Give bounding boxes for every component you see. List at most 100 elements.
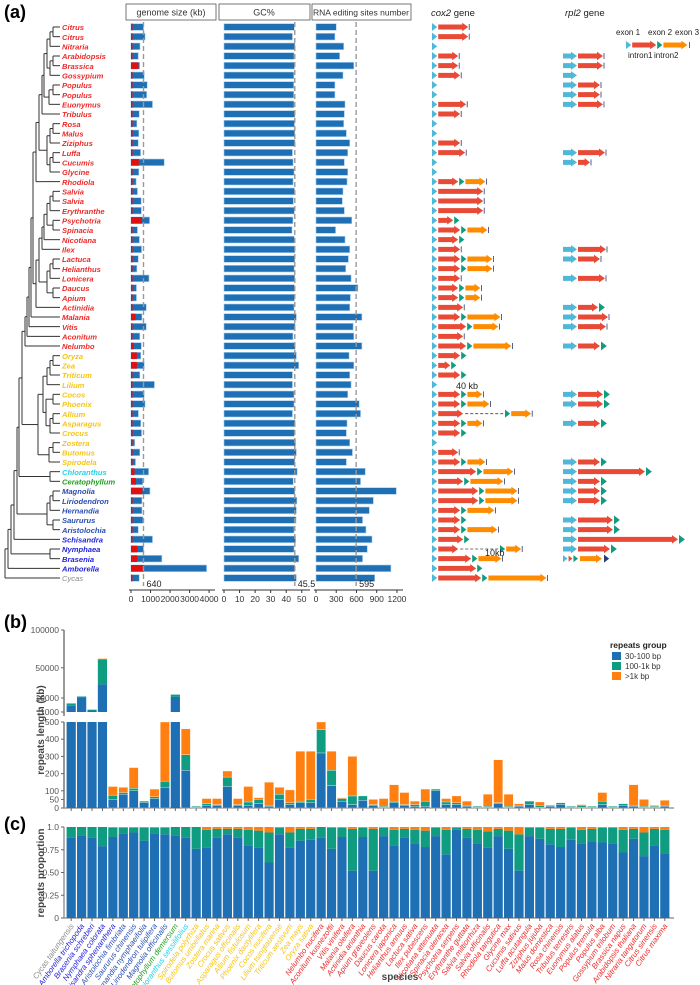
bar-rna — [315, 342, 363, 350]
intron-marker — [563, 486, 577, 496]
bar-gc — [223, 197, 294, 205]
exon2-arrow — [473, 341, 512, 351]
bar-red-segment — [131, 52, 133, 60]
proportion-bar-segment — [295, 828, 305, 841]
bar-rna — [315, 62, 355, 70]
intron-marker — [461, 226, 467, 234]
bar-gc — [223, 255, 296, 263]
proportion-bar-segment — [139, 827, 149, 841]
cox2-structure — [432, 138, 462, 148]
bar-rna — [315, 120, 344, 128]
bar-red-segment — [131, 217, 142, 224]
cox2-header: cox2 gene — [431, 8, 475, 19]
proportion-bar-segment — [347, 870, 357, 918]
intron-marker — [601, 496, 607, 506]
stacked-bar-segment — [451, 804, 462, 809]
exon1-arrow — [438, 32, 469, 41]
intron-marker — [432, 332, 438, 341]
reference-label: 45.5 — [298, 579, 316, 589]
intron-marker — [599, 302, 605, 312]
proportion-bar-segment — [212, 827, 222, 829]
intron-marker — [461, 429, 467, 437]
exon1-arrow — [438, 544, 459, 554]
rpl2-structure — [563, 525, 620, 535]
intron-marker — [432, 419, 438, 428]
proportion-bar-segment — [431, 836, 441, 918]
bar-rna — [315, 71, 344, 79]
proportion-bar-segment — [233, 827, 243, 829]
bar-gc — [223, 284, 295, 292]
bar-rna — [315, 294, 351, 302]
proportion-bar-segment — [264, 832, 274, 863]
species-label: Aconitum — [61, 333, 97, 342]
intron-marker — [563, 148, 577, 157]
intron-marker — [432, 119, 438, 128]
stacked-bar-segment — [243, 805, 253, 809]
gene-structures — [432, 22, 685, 583]
proportion-bar-segment — [535, 838, 545, 918]
exon2-arrow — [465, 293, 481, 302]
proportion-bar-segment — [358, 827, 368, 828]
bar-rna — [315, 535, 373, 543]
stacked-bar-segment — [222, 770, 233, 778]
stacked-bar-segment — [316, 752, 326, 809]
species-label: Lilium — [62, 381, 85, 390]
intron-marker — [563, 100, 577, 109]
exon1-arrow — [438, 496, 479, 505]
proportion-bar-segment — [431, 827, 441, 828]
proportion-bar-segment — [420, 847, 430, 918]
proportion-bar-segment — [97, 846, 108, 918]
proportion-bar-segment — [649, 827, 659, 829]
bar-red-segment — [131, 381, 133, 388]
proportion-bar-segment — [347, 828, 357, 871]
proportion-bar-segment — [97, 827, 108, 847]
exon1-arrow — [578, 544, 610, 554]
stacked-bar-segment — [149, 798, 160, 809]
gc-header: GC% — [253, 8, 275, 18]
exon1-arrow — [438, 448, 459, 457]
rpl2-structure — [563, 61, 605, 70]
y-tick-label: 50 — [50, 794, 60, 804]
intron-marker — [432, 284, 438, 292]
cox2-structure — [432, 428, 467, 438]
legend-item-gt1k: >1k bp — [625, 672, 650, 681]
panel-label-a: (a) — [4, 2, 26, 22]
species-label: Brasenia — [62, 555, 94, 564]
cox2-structure — [432, 486, 519, 496]
cox2-structure — [432, 216, 460, 225]
legend-intron2: intron2 — [654, 51, 679, 60]
proportion-bar-segment — [149, 833, 160, 918]
stacked-bar-segment — [305, 802, 316, 809]
bar-red-segment — [131, 362, 137, 369]
proportion-bar-segment — [556, 828, 566, 848]
proportion-bar-segment — [628, 828, 639, 839]
rpl2-structure — [563, 322, 608, 331]
stacked-bar-segment — [66, 722, 76, 808]
bar-rna — [315, 516, 363, 524]
exon1-arrow — [578, 496, 600, 505]
y-tick-label: 1.0 — [47, 822, 59, 832]
exon1-arrow — [438, 506, 461, 515]
proportion-bar-segment — [306, 828, 316, 840]
rpl2-structure — [563, 554, 610, 563]
exon1-arrow — [438, 477, 464, 486]
cox2-structure — [432, 448, 460, 457]
intron-marker — [432, 487, 438, 495]
cox2-structure — [432, 71, 462, 80]
species-label: Saururus — [62, 516, 95, 525]
proportion-bar-segment — [545, 827, 555, 829]
bar-rna — [315, 390, 349, 398]
bar-red-segment — [131, 574, 133, 582]
stacked-bar-segment — [149, 796, 160, 799]
bar-rna — [315, 555, 363, 563]
bar-gc — [223, 149, 293, 157]
stacked-bar-segment — [305, 751, 316, 800]
proportion-bar-segment — [222, 834, 233, 918]
species-label: Phoenix — [62, 400, 92, 409]
exon1-arrow — [438, 409, 464, 418]
bar-gc — [223, 207, 295, 215]
stacked-bar-segment — [108, 799, 118, 809]
species-label: Butomus — [62, 449, 95, 458]
cox2-structure — [432, 196, 485, 206]
bar-red-segment — [131, 236, 133, 243]
